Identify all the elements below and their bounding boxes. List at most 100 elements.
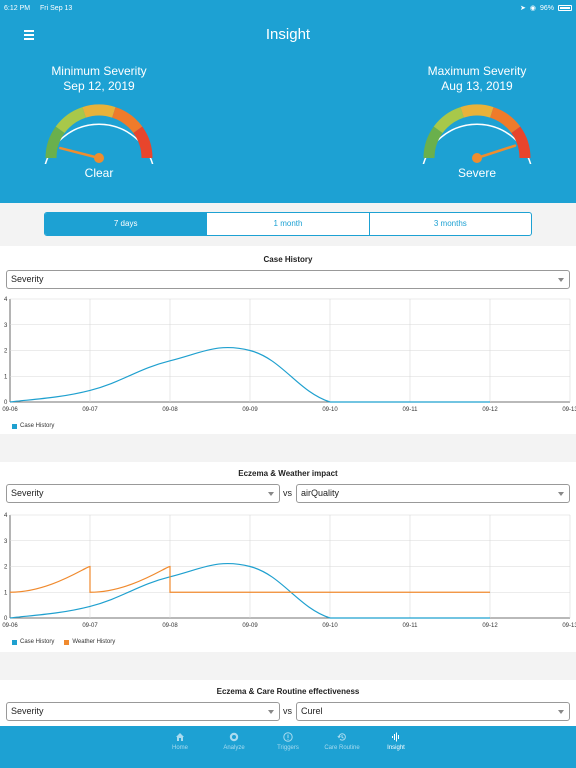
battery-icon [558,5,572,11]
x-tick-label: 09-13 [562,407,576,413]
care-severity-select[interactable]: Severity [6,702,280,721]
tab-label: Insight [387,745,405,751]
max-severity-block: Maximum Severity Aug 13, 2019 Severe [392,64,562,180]
weather-title: Eczema & Weather impact [238,469,338,478]
tab-1-month[interactable]: 1 month [207,213,370,235]
gauge-needle [59,146,101,160]
legend-item: Case History [12,639,54,645]
gauge-segment [423,126,443,159]
x-tick-label: 09-12 [482,623,498,629]
x-tick-label: 09-06 [2,623,18,629]
min-severity-block: Minimum Severity Sep 12, 2019 Clear [14,64,184,180]
weather-factor-select-value: airQuality [301,488,340,498]
gauge-needle [475,144,517,160]
analyze-icon [229,732,239,742]
min-severity-date: Sep 12, 2019 [63,79,135,93]
x-tick-label: 09-10 [322,623,338,629]
x-tick-label: 09-08 [162,407,178,413]
series-line-weather-history [9,565,490,593]
min-severity-title: Minimum Severity [51,64,147,78]
case-history-chart: 0 1 2 3 4 09-06 09-07 09-08 09-09 09-10 09-11 09-12… [2,297,576,413]
triggers-icon [283,732,293,742]
weather-severity-select-value: Severity [11,488,44,498]
vs-label: vs [283,706,292,716]
chevron-down-icon [268,710,274,714]
x-tick-label: 09-09 [242,407,258,413]
gauge-segment [45,126,65,159]
gauge-segment [460,104,494,118]
vs-label: vs [283,488,292,498]
case-history-card: Case History Severity 0 1 2 3 4 09-06 09-07 09-… [0,246,576,434]
tab-bar: Home Analyze Triggers Care Routine Insig… [0,726,576,768]
y-tick-label: 4 [4,513,8,519]
tab-triggers[interactable]: Triggers [261,726,315,768]
weather-legend: Case History Weather History [12,639,115,645]
y-tick-label: 1 [4,374,8,380]
menu-icon[interactable] [24,30,34,40]
gauge-hub [472,153,482,163]
weather-severity-select[interactable]: Severity [6,484,280,503]
y-tick-label: 3 [4,539,8,545]
care-product-select-value: Curel [301,706,323,716]
tab-3-months[interactable]: 3 months [433,219,467,228]
case-history-select-value: Severity [11,274,44,284]
max-severity-date: Aug 13, 2019 [441,79,513,93]
tab-label: Analyze [223,745,245,751]
weather-factor-select[interactable]: airQuality [296,484,570,503]
tab-care-routine[interactable]: Care Routine [315,726,369,768]
chevron-down-icon [268,492,274,496]
care-card: Eczema & Care Routine effectiveness Seve… [0,680,576,726]
gauge-segment [55,107,87,134]
care-product-select[interactable]: Curel [296,702,570,721]
gauge-segment [82,104,116,118]
page-title: Insight [265,26,311,43]
gauge-segment [489,107,521,134]
status-bar: 6:12 PM Fri Sep 13 ➤ ◉ 96% [4,2,572,14]
max-severity-gauge [422,104,532,164]
gauge-segment [433,107,465,134]
x-tick-label: 09-06 [2,407,18,413]
legend-label: Weather History [72,639,116,645]
gauge-hub [94,153,104,163]
y-tick-label: 4 [4,297,8,303]
tab-analyze[interactable]: Analyze [207,726,261,768]
y-tick-label: 1 [4,590,8,596]
case-history-select[interactable]: Severity [6,270,570,289]
x-tick-label: 09-07 [82,407,98,413]
max-severity-label: Severe [457,166,497,180]
status-time: 6:12 PM [4,4,31,12]
min-severity-gauge [44,104,154,164]
y-tick-label: 0 [4,400,8,406]
case-history-title: Case History [263,255,313,264]
x-tick-label: 09-07 [82,623,98,629]
home-icon [176,733,184,741]
legend-swatch [12,423,17,429]
x-tick-label: 09-11 [403,407,419,413]
legend-label: Case History [20,639,55,645]
chevron-down-icon [558,492,564,496]
tab-7-days[interactable]: 7 days [45,213,208,235]
weather-chart: 0 1 2 3 4 09-06 09-07 09-08 09-09 09-10 09-11 09-12… [2,513,576,629]
care-severity-select-value: Severity [11,706,44,716]
y-tick-label: 2 [4,349,8,355]
x-tick-label: 09-13 [562,623,576,629]
weather-card: Eczema & Weather impact Severity vs airQ… [0,462,576,652]
insight-header: 6:12 PM Fri Sep 13 ➤ ◉ 96% Insight Minim… [0,0,576,203]
min-severity-label: Clear [84,166,114,180]
care-title: Eczema & Care Routine effectiveness [216,687,360,696]
tab-home[interactable]: Home [153,726,207,768]
gauge-segment [111,107,143,134]
tab-label: Care Routine [324,745,360,751]
chevron-down-icon [558,710,564,714]
status-date: Fri Sep 13 [40,4,73,12]
insight-icon [392,732,399,742]
series-line-case-history [9,562,490,619]
x-tick-label: 09-08 [162,623,178,629]
legend-swatch [64,639,70,645]
legend-item: Case History [12,423,54,429]
x-tick-label: 09-09 [242,623,258,629]
gauge-segment [511,126,531,159]
y-tick-label: 3 [4,323,8,329]
legend-label: Case History [20,423,55,429]
tab-insight[interactable]: Insight [369,726,423,768]
